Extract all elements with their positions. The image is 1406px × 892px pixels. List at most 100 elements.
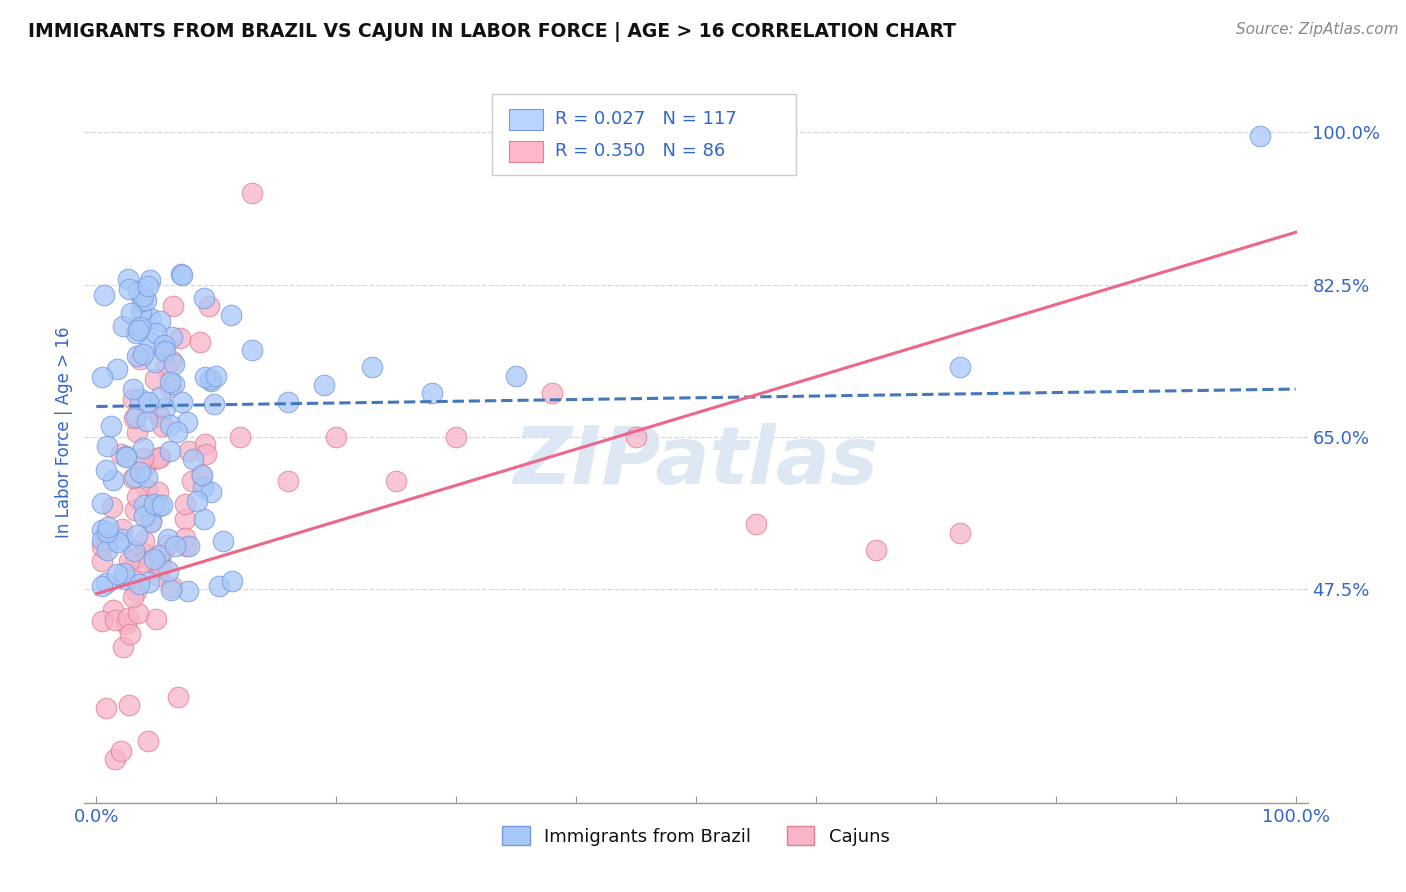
Point: [146, 451, 169, 466]
Point: [96, 439, 118, 453]
Point: [128, 465, 150, 479]
Point: [129, 351, 152, 366]
Point: [131, 293, 153, 308]
Point: [132, 347, 155, 361]
Point: [136, 395, 159, 409]
Point: [153, 338, 176, 352]
Point: [194, 448, 217, 462]
Point: [127, 284, 149, 298]
Point: [152, 419, 174, 434]
Point: [131, 442, 153, 456]
Point: [148, 568, 170, 582]
Point: [101, 603, 124, 617]
Point: [191, 467, 214, 482]
Point: [221, 574, 243, 588]
Point: [136, 278, 159, 293]
Point: [157, 533, 180, 547]
Point: [132, 508, 155, 523]
Point: [949, 525, 972, 540]
Point: [91, 615, 114, 629]
Point: [91, 579, 114, 593]
Point: [111, 532, 134, 546]
Point: [361, 360, 384, 375]
Point: [194, 436, 217, 450]
Point: [132, 546, 155, 560]
Point: [124, 551, 146, 566]
Point: [96, 463, 118, 477]
Text: IMMIGRANTS FROM BRAZIL VS CAJUN IN LABOR FORCE | AGE > 16 CORRELATION CHART: IMMIGRANTS FROM BRAZIL VS CAJUN IN LABOR…: [28, 22, 956, 42]
Point: [91, 523, 114, 537]
Point: [149, 390, 172, 404]
Point: [173, 531, 195, 545]
Point: [114, 617, 136, 632]
Point: [188, 335, 211, 350]
FancyBboxPatch shape: [509, 109, 543, 130]
Point: [167, 690, 190, 705]
Point: [129, 319, 152, 334]
Point: [173, 497, 195, 511]
Point: [200, 374, 222, 388]
Point: [105, 566, 128, 581]
Point: [127, 323, 149, 337]
Point: [96, 524, 118, 539]
Point: [134, 461, 156, 475]
Point: [191, 480, 214, 494]
Point: [139, 514, 162, 528]
Point: [240, 186, 263, 200]
Point: [94, 533, 117, 547]
Point: [91, 533, 114, 547]
Point: [125, 409, 148, 424]
Point: [166, 425, 188, 439]
Point: [170, 268, 193, 282]
Point: [128, 392, 150, 407]
Point: [112, 319, 135, 334]
Point: [143, 372, 166, 386]
Point: [94, 575, 117, 590]
Point: [155, 344, 177, 359]
Point: [277, 395, 299, 409]
Point: [145, 612, 167, 626]
Point: [194, 370, 217, 384]
Point: [314, 377, 336, 392]
Point: [100, 418, 122, 433]
Point: [136, 734, 159, 748]
Point: [157, 564, 180, 578]
Point: [160, 354, 183, 368]
Point: [198, 299, 221, 313]
Point: [127, 490, 149, 504]
Point: [120, 567, 142, 582]
Point: [117, 611, 139, 625]
Point: [156, 538, 179, 552]
Point: [125, 326, 148, 341]
Point: [505, 369, 527, 384]
Point: [159, 444, 181, 458]
Point: [115, 449, 138, 463]
Point: [118, 282, 141, 296]
FancyBboxPatch shape: [492, 95, 796, 175]
Point: [208, 579, 231, 593]
Point: [121, 471, 143, 485]
Legend: Immigrants from Brazil, Cajuns: Immigrants from Brazil, Cajuns: [495, 819, 897, 853]
Point: [138, 575, 160, 590]
Point: [104, 752, 127, 766]
Point: [132, 533, 155, 548]
Point: [117, 272, 139, 286]
Point: [122, 544, 145, 558]
Point: [745, 517, 768, 532]
Point: [139, 334, 162, 349]
Point: [127, 606, 149, 620]
Point: [145, 326, 167, 341]
Point: [117, 554, 139, 568]
Point: [176, 415, 198, 429]
Point: [110, 522, 132, 536]
Point: [141, 554, 163, 568]
Point: [173, 512, 195, 526]
Point: [112, 566, 135, 581]
Point: [139, 310, 162, 325]
Point: [169, 267, 191, 281]
Text: ZIPatlas: ZIPatlas: [513, 423, 879, 501]
Point: [91, 370, 114, 384]
Point: [134, 499, 156, 513]
Point: [115, 450, 138, 464]
Point: [420, 386, 443, 401]
